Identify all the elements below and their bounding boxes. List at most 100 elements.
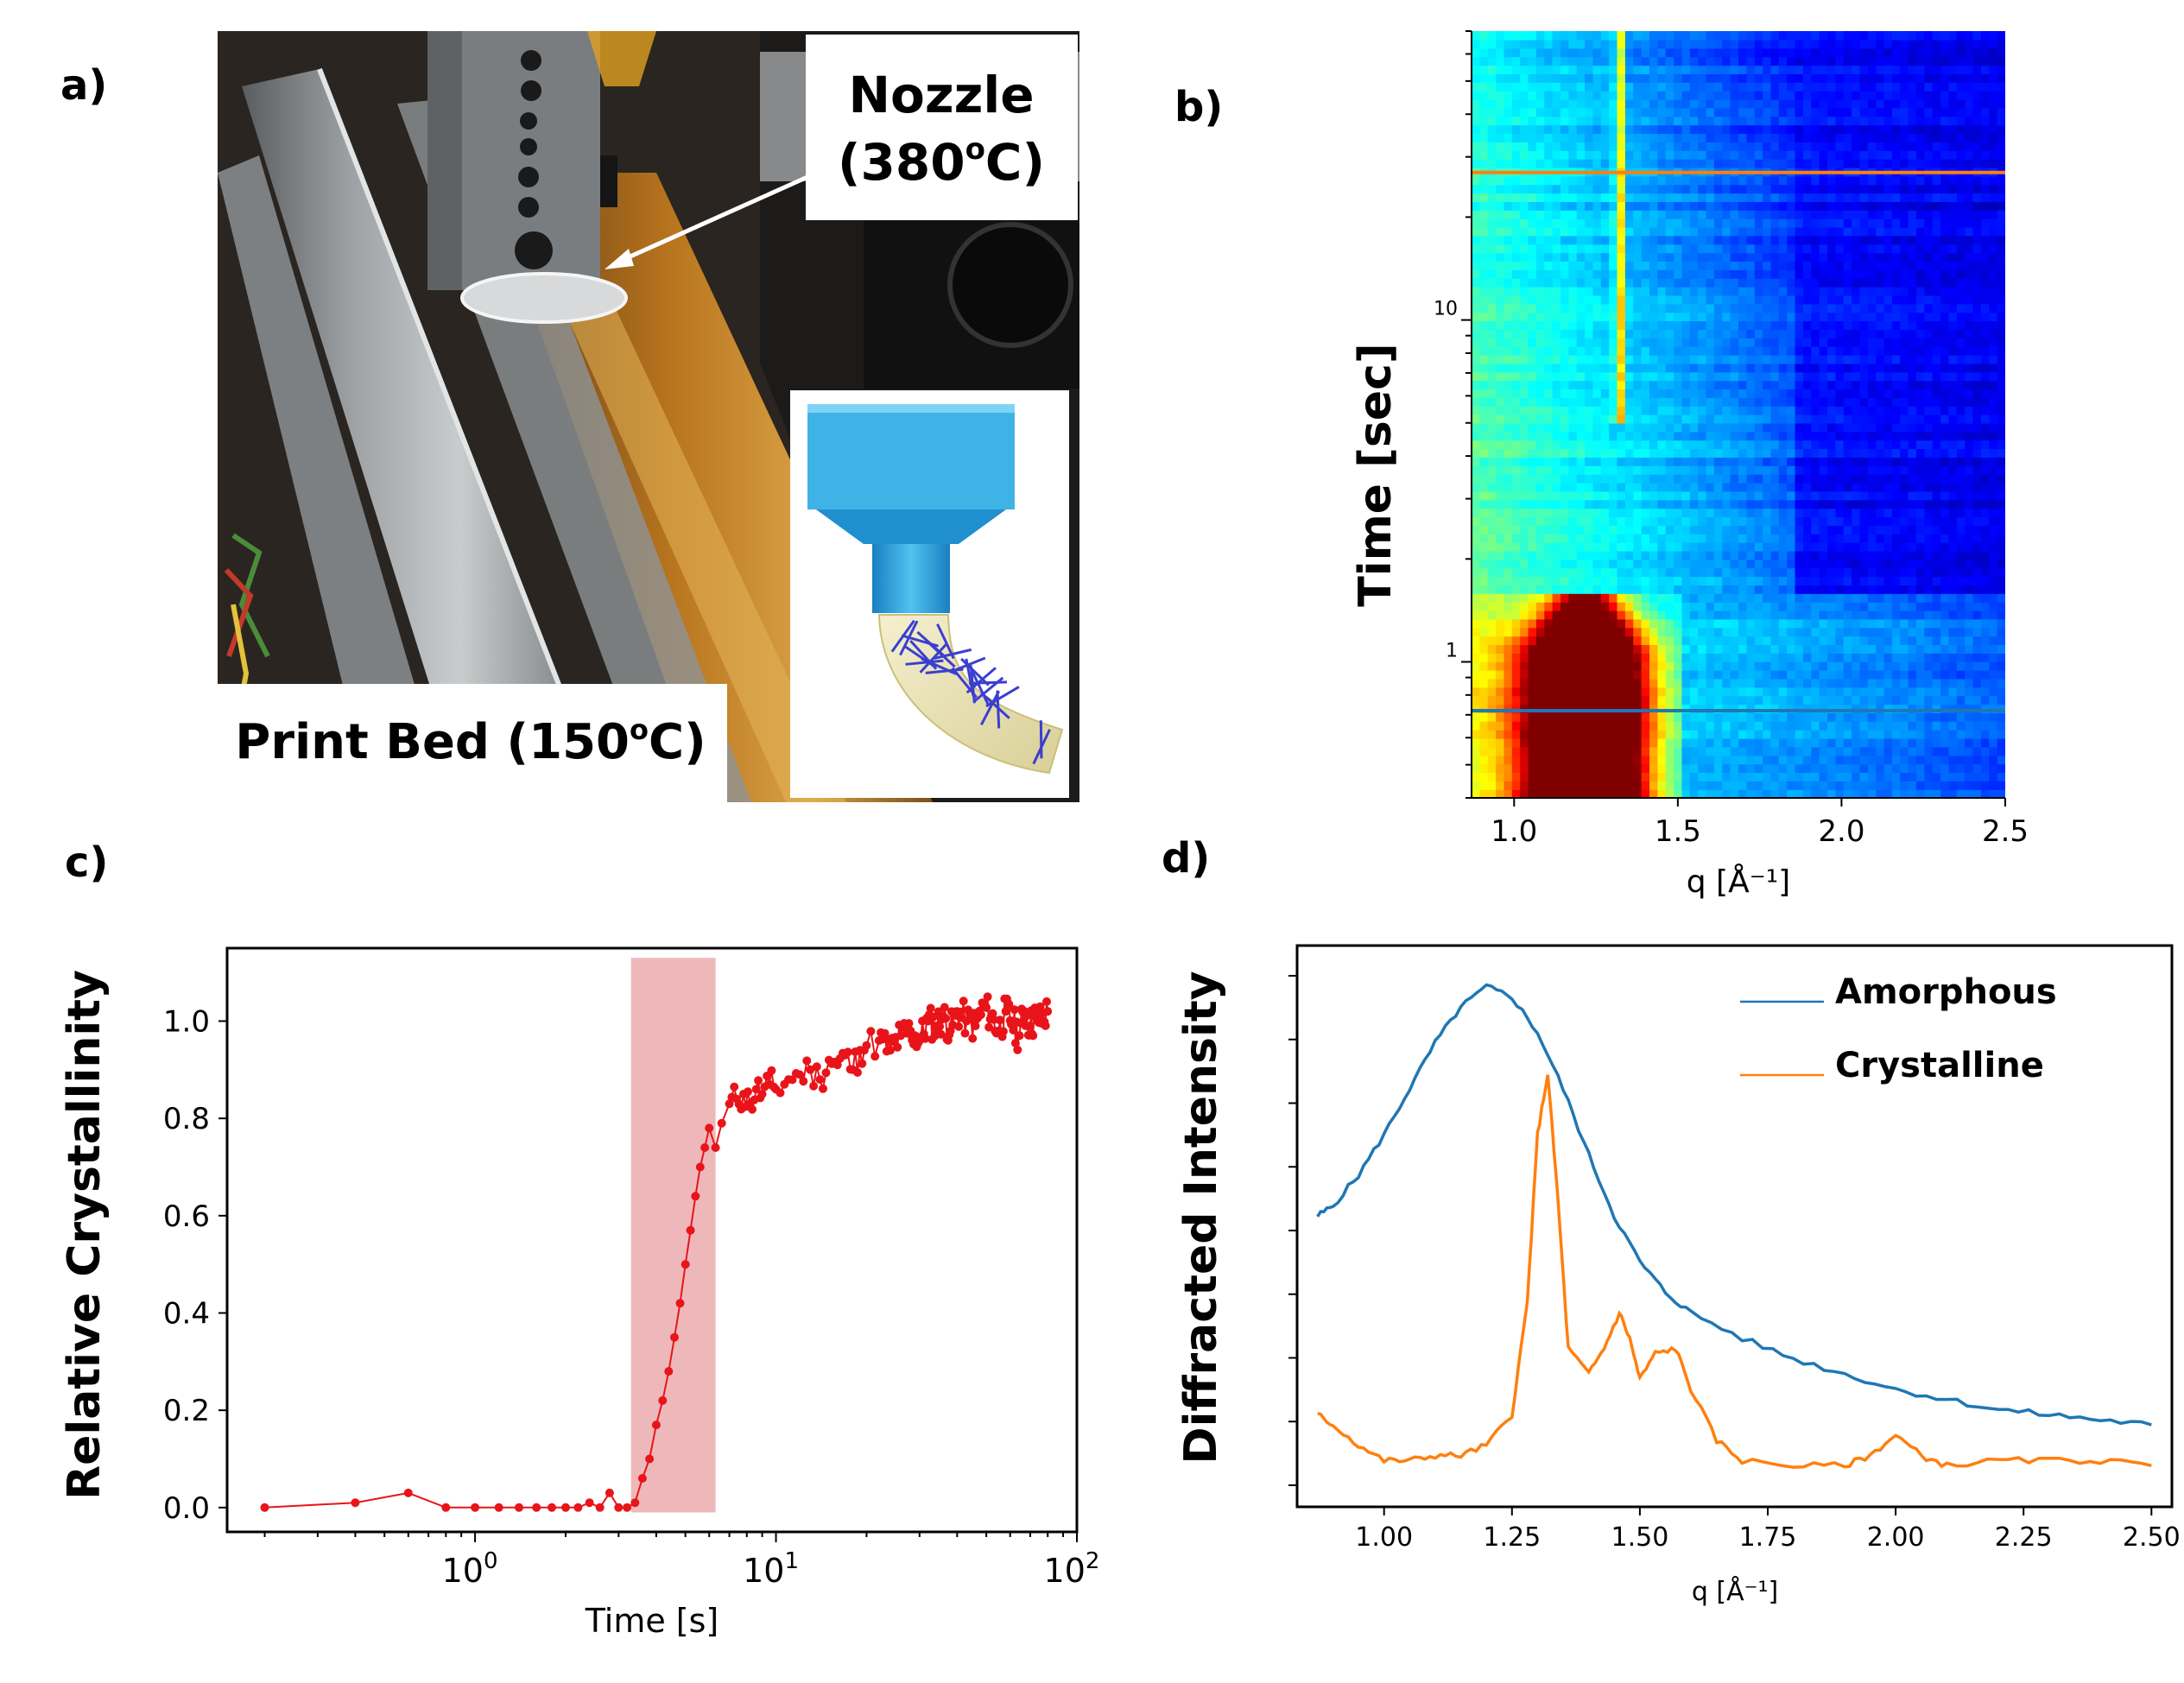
heatmap-cell (1827, 525, 1836, 535)
heatmap-cell (1738, 261, 1747, 270)
heatmap-cell (1713, 244, 1723, 254)
heatmap-cell (1997, 338, 2005, 347)
heatmap-cell (1908, 653, 1917, 662)
heatmap-cell (1713, 184, 1723, 194)
heatmap-cell (1746, 678, 1756, 688)
heatmap-cell (1585, 704, 1594, 713)
heatmap-cell (1511, 422, 1521, 433)
heatmap-cell (1698, 576, 1707, 585)
heatmap-cell (1479, 175, 1489, 186)
heatmap-cell (1511, 559, 1521, 569)
heatmap-cell (1706, 627, 1715, 637)
heatmap-cell (1503, 730, 1513, 739)
heatmap-cell (1997, 746, 2005, 756)
heatmap-cell (1674, 261, 1683, 270)
heatmap-cell (1989, 490, 1998, 501)
heatmap-cell (1778, 534, 1788, 543)
heatmap-cell (1778, 661, 1788, 671)
heatmap-cell (1472, 746, 1480, 756)
heatmap-cell (1819, 235, 1828, 245)
heatmap-cell (1989, 371, 1998, 382)
heatmap-cell (1778, 159, 1788, 168)
heatmap-cell (1585, 184, 1594, 194)
heatmap-cell (1496, 670, 1505, 680)
heatmap-cell (1900, 218, 1909, 228)
heatmap-cell (1924, 193, 1934, 202)
heatmap-cell (1496, 175, 1505, 186)
heatmap-cell (1956, 252, 1966, 262)
heatmap-cell (1713, 380, 1723, 389)
heatmap-cell (1624, 354, 1634, 364)
heatmap-cell (1503, 363, 1513, 373)
heatmap-cell (1827, 440, 1836, 450)
heatmap-cell (1624, 474, 1634, 484)
heatmap-cell (1924, 363, 1934, 373)
heatmap-cell (1738, 389, 1747, 398)
heatmap-cell (1811, 618, 1820, 629)
heatmap-cell (1738, 440, 1747, 450)
heatmap-cell (1681, 542, 1691, 552)
heatmap-cell (1535, 746, 1545, 756)
heatmap-cell (1908, 508, 1917, 517)
heatmap-cell (1617, 499, 1626, 509)
heatmap-cell (1980, 508, 1990, 517)
heatmap-cell (1585, 644, 1594, 654)
heatmap-cell (1900, 712, 1909, 722)
heatmap-cell (1900, 704, 1909, 713)
heatmap-cell (1883, 184, 1893, 194)
heatmap-cell (1528, 448, 1537, 458)
heatmap-cell (1746, 585, 1756, 594)
heatmap-cell (1624, 508, 1634, 517)
heatmap-cell (1787, 226, 1796, 237)
heatmap-cell (1665, 593, 1674, 603)
heatmap-cell (1624, 627, 1634, 637)
heatmap-cell (1980, 244, 1990, 254)
heatmap-cell (1778, 440, 1788, 450)
heatmap-cell (1787, 653, 1796, 662)
heatmap-cell (1738, 278, 1747, 288)
heatmap-cell (1544, 636, 1554, 645)
heatmap-cell (1649, 576, 1658, 585)
heatmap-cell (1908, 781, 1917, 790)
heatmap-cell (1535, 678, 1545, 688)
heatmap-cell (1689, 312, 1699, 322)
heatmap-cell (1819, 210, 1828, 219)
heatmap-cell (1472, 363, 1480, 373)
heatmap-cell (1674, 320, 1683, 330)
heatmap-cell (1843, 457, 1852, 466)
heatmap-cell (1980, 448, 1990, 458)
heatmap-cell (1811, 346, 1820, 356)
heatmap-cell (1600, 193, 1610, 202)
heatmap-cell (1617, 755, 1626, 765)
heatmap-cell (1835, 746, 1845, 756)
heatmap-cell (1496, 414, 1505, 424)
heatmap-cell (1624, 440, 1634, 450)
heatmap-cell (1916, 278, 1925, 288)
heatmap-cell (1908, 287, 1917, 296)
heatmap-cell (1496, 559, 1505, 569)
heatmap-cell (1859, 789, 1869, 798)
heatmap-cell (1940, 550, 1950, 560)
heatmap-cell (1600, 269, 1610, 279)
heatmap-cell (1956, 661, 1966, 671)
heatmap-cell (1576, 618, 1586, 629)
heatmap-cell (1665, 516, 1674, 526)
heatmap-cell (1689, 482, 1699, 492)
heatmap-cell (1891, 338, 1901, 347)
heatmap-cell (1876, 737, 1885, 748)
heatmap-cell (1487, 287, 1497, 296)
heatmap-cell (1730, 278, 1739, 288)
heatmap-cell (1940, 567, 1950, 578)
heatmap-cell (1924, 303, 1934, 313)
heatmap-cell (1900, 244, 1909, 254)
heatmap-cell (1738, 618, 1747, 629)
heatmap-cell (1859, 490, 1869, 501)
heatmap-cell (1900, 201, 1909, 211)
heatmap-cell (1487, 175, 1497, 186)
heatmap-cell (1972, 210, 1982, 219)
heatmap-cell (1681, 746, 1691, 756)
heatmap-cell (1698, 431, 1707, 441)
heatmap-cell (1738, 329, 1747, 338)
heatmap-cell (1617, 474, 1626, 484)
heatmap-cell (1916, 320, 1925, 330)
